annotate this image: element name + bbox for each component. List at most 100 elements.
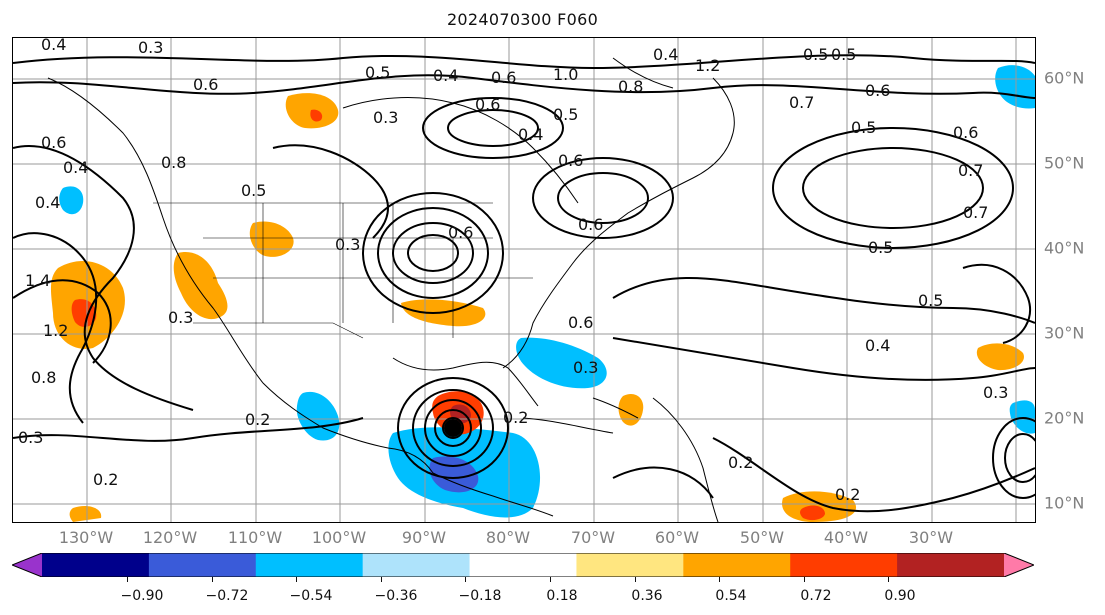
contour-label: 0.8 [31,368,56,387]
lon-tick-label: 90°W [401,528,447,547]
colorbar-tickmark [719,577,720,582]
contour-label: 0.3 [138,38,163,57]
colorbar-tick-label: −0.90 [120,588,164,604]
contour-label: 0.6 [568,313,593,332]
contour-label: 0.5 [868,238,893,257]
colorbar-tickmark [804,577,805,582]
lat-tick-label: 60°N [1044,68,1085,88]
contour-label: 0.7 [963,203,988,222]
contour-label: 1.0 [553,65,578,84]
contour-label: 0.6 [578,215,603,234]
colorbar-tickmark [888,577,889,582]
shading-red-atlantic [800,505,825,521]
colorbar-tick-label: −0.18 [458,588,502,604]
colorbar-segment [148,553,257,577]
colorbar-tickmark [381,577,382,582]
contour-label: 0.7 [958,161,983,180]
contour-label: 0.4 [433,66,458,85]
contour-label: 0.3 [573,358,598,377]
lon-tick-label: 110°W [227,528,283,547]
lon-tick-label: 70°W [570,528,616,547]
contour-label: 0.5 [831,45,856,64]
contour-label: 0.6 [491,68,516,87]
shading-orange-westcoast [69,506,102,522]
contour-label: 0.2 [835,485,860,504]
contour-label: 0.6 [41,133,66,152]
contour-label: 0.2 [728,453,753,472]
shading-red-canada [310,109,323,122]
contour-label: 1.2 [695,56,720,75]
lat-tick-label: 10°N [1044,493,1085,513]
colorbar-segment [790,553,898,577]
contour-label: 0.6 [558,151,583,170]
contour-label: 0.5 [851,118,876,137]
contour-label: 0.3 [335,235,360,254]
map-canvas: 0.4 0.3 0.5 0.4 0.6 1.0 0.4 1.2 0.5 0.5 … [13,38,1035,522]
shading-blue-east-south [1009,400,1035,434]
shading-red-pacific [71,299,97,327]
colorbar-segment [362,553,471,577]
graticule [13,38,1035,522]
lon-tick-label: 80°W [485,528,531,547]
colorbar-tick-label: 0.18 [546,588,578,604]
contour-label: 0.6 [448,223,473,242]
coastlines [47,57,735,522]
contour-label: 0.4 [63,158,88,177]
colorbar-tickmark [127,577,128,582]
contour-label: 0.2 [503,408,528,427]
map-panel: 0.4 0.3 0.5 0.4 0.6 1.0 0.4 1.2 0.5 0.5 … [12,37,1036,523]
contour-label-layer: 0.4 0.3 0.5 0.4 0.6 1.0 0.4 1.2 0.5 0.5 … [18,38,1008,504]
lat-tick-label: 40°N [1044,238,1085,258]
contour-label: 0.3 [18,428,43,447]
colorbar-segment [576,553,684,577]
contour-label: 0.2 [245,410,270,429]
shading-blue-westpac [59,186,84,215]
contour-label: 0.4 [35,193,60,212]
contour-label: 0.5 [803,45,828,64]
lon-tick-label: 120°W [142,528,198,547]
colorbar-tickmark [635,577,636,582]
lon-tick-label: 60°W [654,528,700,547]
colorbar-tick-label: 0.36 [631,588,663,604]
contour-label: 0.6 [865,81,890,100]
colorbar-segment [897,553,1005,577]
contour-label: 0.4 [865,336,890,355]
shading-orange-plains [249,221,294,257]
contour-label: 0.4 [518,125,543,144]
contour-label: 0.4 [653,45,678,64]
shading-blue-mexico [296,391,340,441]
contour-label: 0.8 [161,153,186,172]
lat-tick-label: 50°N [1044,153,1085,173]
colorbar-tick-label: 0.72 [800,588,832,604]
colorbar-segments [12,553,1034,577]
colorbar [12,553,1034,577]
shading-blue-east [995,65,1035,109]
contour-label: 0.8 [618,77,643,96]
contour-label: 0.5 [241,181,266,200]
shading-blue-florida [516,337,607,389]
shading-orange-east [976,343,1024,371]
contour-label: 0.5 [553,105,578,124]
colorbar-tickmark [465,577,466,582]
contour-label: 1.2 [43,321,68,340]
contour-label: 1.4 [25,271,50,290]
colorbar-tick-label: 0.90 [884,588,916,604]
lon-tick-label: 40°W [823,528,869,547]
lon-tick-label: 100°W [311,528,367,547]
lon-tick-label: 30°W [908,528,954,547]
colorbar-segment [683,553,791,577]
colorbar-extend-max [1004,553,1034,577]
colorbar-segment [42,553,150,577]
contour-label: 0.6 [475,95,500,114]
plot-title: 2024070300 F060 [446,10,599,29]
lat-tick-label: 30°N [1044,323,1085,343]
lon-tick-label: 50°W [739,528,785,547]
lon-tick-label: 130°W [58,528,114,547]
contour-label: 0.3 [168,308,193,327]
colorbar-tickmark [296,577,297,582]
contour-label: 0.5 [365,63,390,82]
contour-label: 0.7 [789,93,814,112]
colorbar-tickmark [550,577,551,582]
contour-label: 0.4 [41,38,66,54]
